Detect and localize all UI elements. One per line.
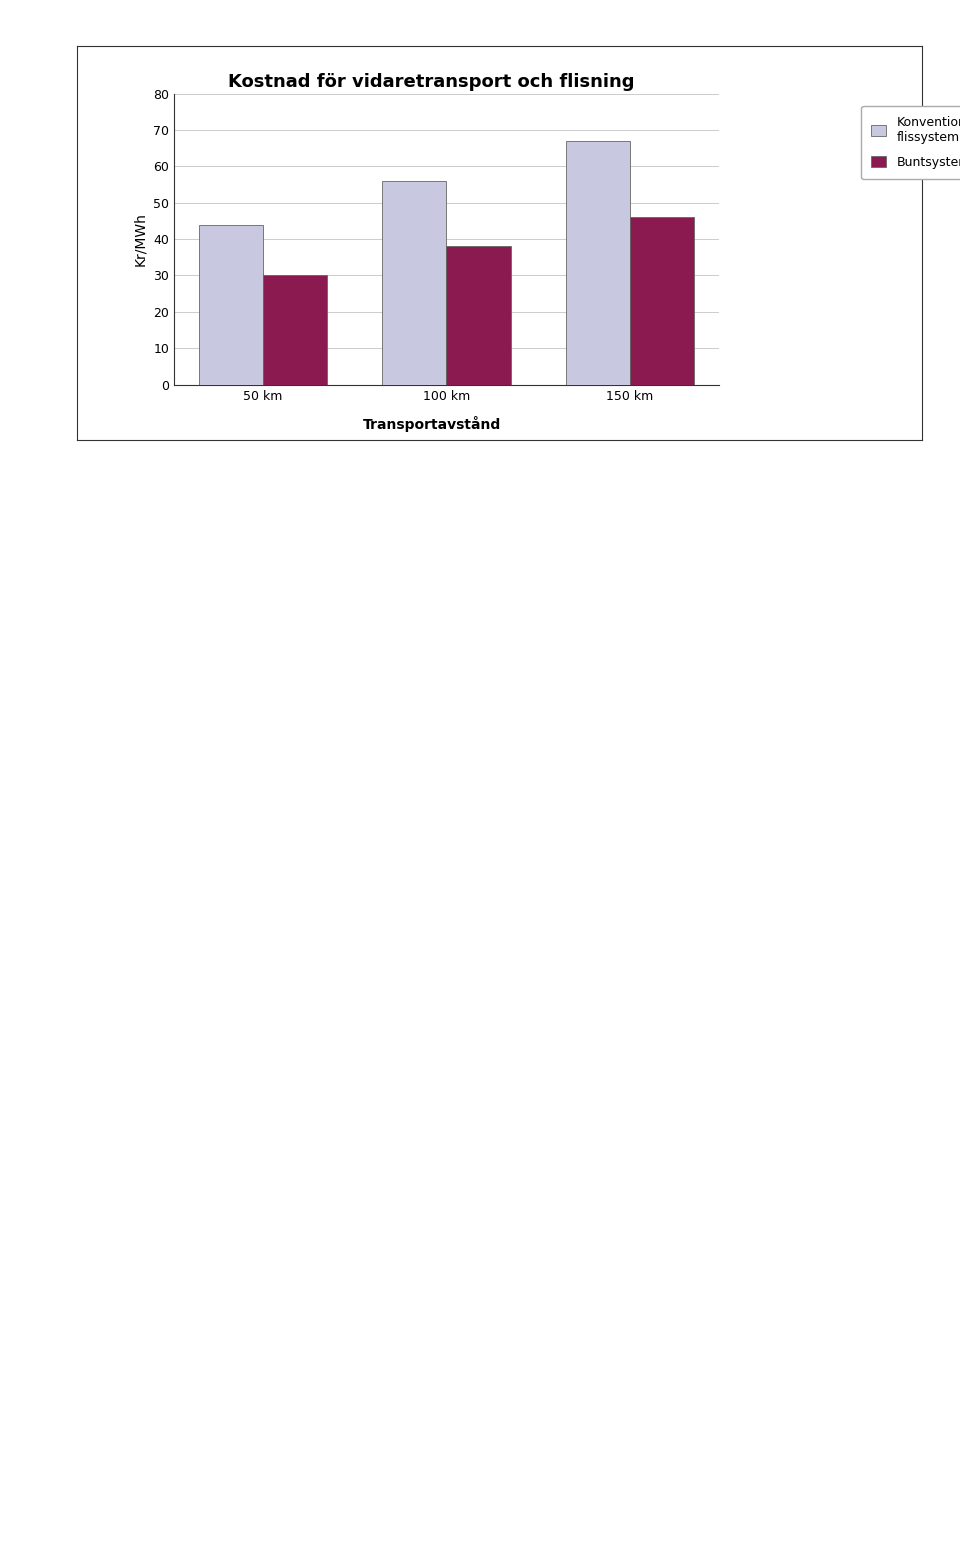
Text: Transportavstånd: Transportavstånd	[363, 417, 501, 432]
Bar	[382, 181, 446, 384]
Text: Kostnad för vidaretransport och flisning: Kostnad för vidaretransport och flisning	[228, 73, 635, 91]
Bar	[565, 140, 630, 384]
Bar	[263, 276, 327, 384]
Bar	[446, 247, 511, 384]
Y-axis label: Kr/MWh: Kr/MWh	[133, 211, 148, 265]
Bar	[630, 218, 694, 384]
Legend: Konventionellt
flissystem, Buntsystem: Konventionellt flissystem, Buntsystem	[861, 105, 960, 179]
Bar	[199, 225, 263, 384]
